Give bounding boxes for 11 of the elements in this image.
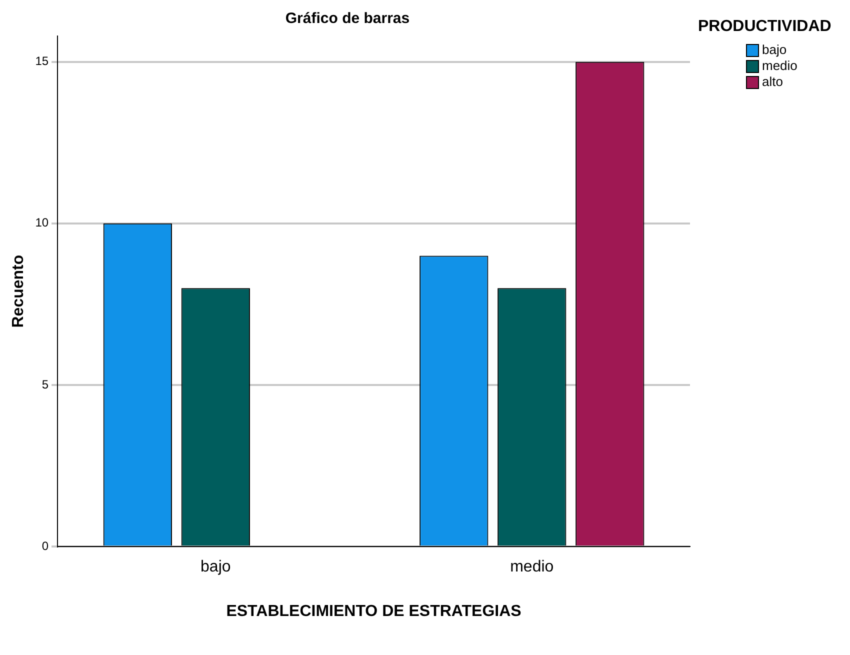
y-tick-label: 10: [35, 216, 49, 230]
legend-title: PRODUCTIVIDAD: [698, 18, 832, 36]
legend-label: alto: [762, 74, 783, 90]
legend-label: bajo: [762, 42, 787, 58]
y-tick-label: 15: [35, 54, 49, 68]
y-tick-label: 5: [42, 377, 49, 392]
x-axis-title: ESTABLECIMIENTO DE ESTRATEGIAS: [226, 602, 522, 620]
legend-label: medio: [762, 58, 798, 74]
y-tick-label: 0: [42, 538, 49, 553]
y-axis-title: Recuento: [10, 254, 28, 328]
chart-title: Gráfico de barras: [285, 10, 410, 28]
